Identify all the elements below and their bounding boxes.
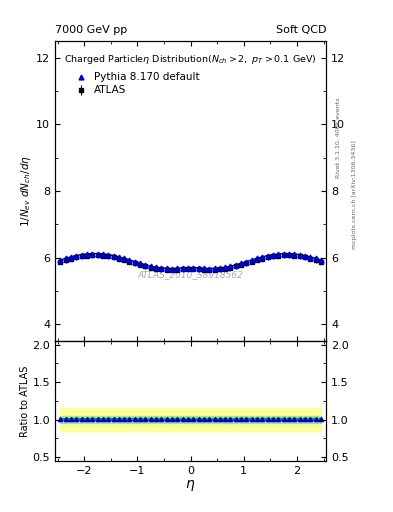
- Pythia 8.170 default: [281, 250, 286, 257]
- Pythia 8.170 default: [250, 257, 254, 263]
- Pythia 8.170 default: [164, 265, 169, 271]
- Pythia 8.170 default: [106, 251, 110, 258]
- Pythia 8.170 default: [207, 265, 211, 271]
- Pythia 8.170 default: [185, 265, 190, 271]
- Pythia 8.170 default: [175, 265, 180, 271]
- Pythia 8.170 default: [122, 255, 127, 261]
- Pythia 8.170 default: [127, 257, 132, 263]
- X-axis label: $\eta$: $\eta$: [185, 478, 196, 494]
- Pythia 8.170 default: [154, 264, 158, 270]
- Text: Rivet 3.1.10, 400k events: Rivet 3.1.10, 400k events: [336, 98, 341, 179]
- Pythia 8.170 default: [116, 254, 121, 260]
- Pythia 8.170 default: [90, 250, 95, 257]
- Pythia 8.170 default: [84, 251, 89, 257]
- Pythia 8.170 default: [260, 254, 265, 260]
- Pythia 8.170 default: [69, 254, 73, 260]
- Line: Pythia 8.170 default: Pythia 8.170 default: [58, 251, 323, 271]
- Pythia 8.170 default: [239, 260, 244, 266]
- Pythia 8.170 default: [111, 252, 116, 259]
- Pythia 8.170 default: [212, 265, 217, 271]
- Pythia 8.170 default: [286, 250, 291, 257]
- Text: ATLAS_2010_S8918562: ATLAS_2010_S8918562: [138, 270, 244, 280]
- Pythia 8.170 default: [276, 251, 281, 257]
- Pythia 8.170 default: [244, 259, 249, 265]
- Pythia 8.170 default: [74, 252, 79, 259]
- Pythia 8.170 default: [223, 264, 228, 270]
- Pythia 8.170 default: [143, 262, 148, 268]
- Pythia 8.170 default: [159, 265, 164, 271]
- Y-axis label: $1/N_{ev}\ dN_{ch}/d\eta$: $1/N_{ev}\ dN_{ch}/d\eta$: [19, 155, 33, 227]
- Pythia 8.170 default: [318, 257, 323, 263]
- Text: Charged Particle$\eta$ Distribution$(N_{ch}>2,\ p_T>0.1\ \mathrm{GeV})$: Charged Particle$\eta$ Distribution$(N_{…: [64, 53, 317, 66]
- Pythia 8.170 default: [271, 251, 275, 258]
- Pythia 8.170 default: [180, 265, 185, 271]
- Y-axis label: Ratio to ATLAS: Ratio to ATLAS: [20, 365, 29, 437]
- Pythia 8.170 default: [149, 263, 153, 269]
- Pythia 8.170 default: [233, 262, 238, 268]
- Pythia 8.170 default: [138, 260, 142, 266]
- Pythia 8.170 default: [255, 255, 259, 261]
- Text: Soft QCD: Soft QCD: [276, 26, 326, 35]
- Text: 7000 GeV pp: 7000 GeV pp: [55, 26, 127, 35]
- Pythia 8.170 default: [58, 257, 63, 263]
- Pythia 8.170 default: [95, 250, 100, 257]
- Pythia 8.170 default: [303, 252, 307, 259]
- Pythia 8.170 default: [79, 251, 84, 258]
- Pythia 8.170 default: [63, 255, 68, 261]
- Pythia 8.170 default: [170, 265, 174, 271]
- Pythia 8.170 default: [265, 252, 270, 259]
- Pythia 8.170 default: [132, 259, 137, 265]
- Pythia 8.170 default: [313, 255, 318, 261]
- Pythia 8.170 default: [202, 265, 206, 271]
- Pythia 8.170 default: [101, 251, 105, 257]
- Pythia 8.170 default: [292, 251, 297, 257]
- Pythia 8.170 default: [308, 254, 312, 260]
- Pythia 8.170 default: [297, 251, 302, 258]
- Text: mcplots.cern.ch [arXiv:1306.3436]: mcplots.cern.ch [arXiv:1306.3436]: [352, 140, 357, 249]
- Pythia 8.170 default: [217, 265, 222, 271]
- Legend: Pythia 8.170 default, ATLAS: Pythia 8.170 default, ATLAS: [68, 67, 205, 101]
- Pythia 8.170 default: [196, 265, 201, 271]
- Pythia 8.170 default: [191, 265, 196, 271]
- Pythia 8.170 default: [228, 263, 233, 269]
